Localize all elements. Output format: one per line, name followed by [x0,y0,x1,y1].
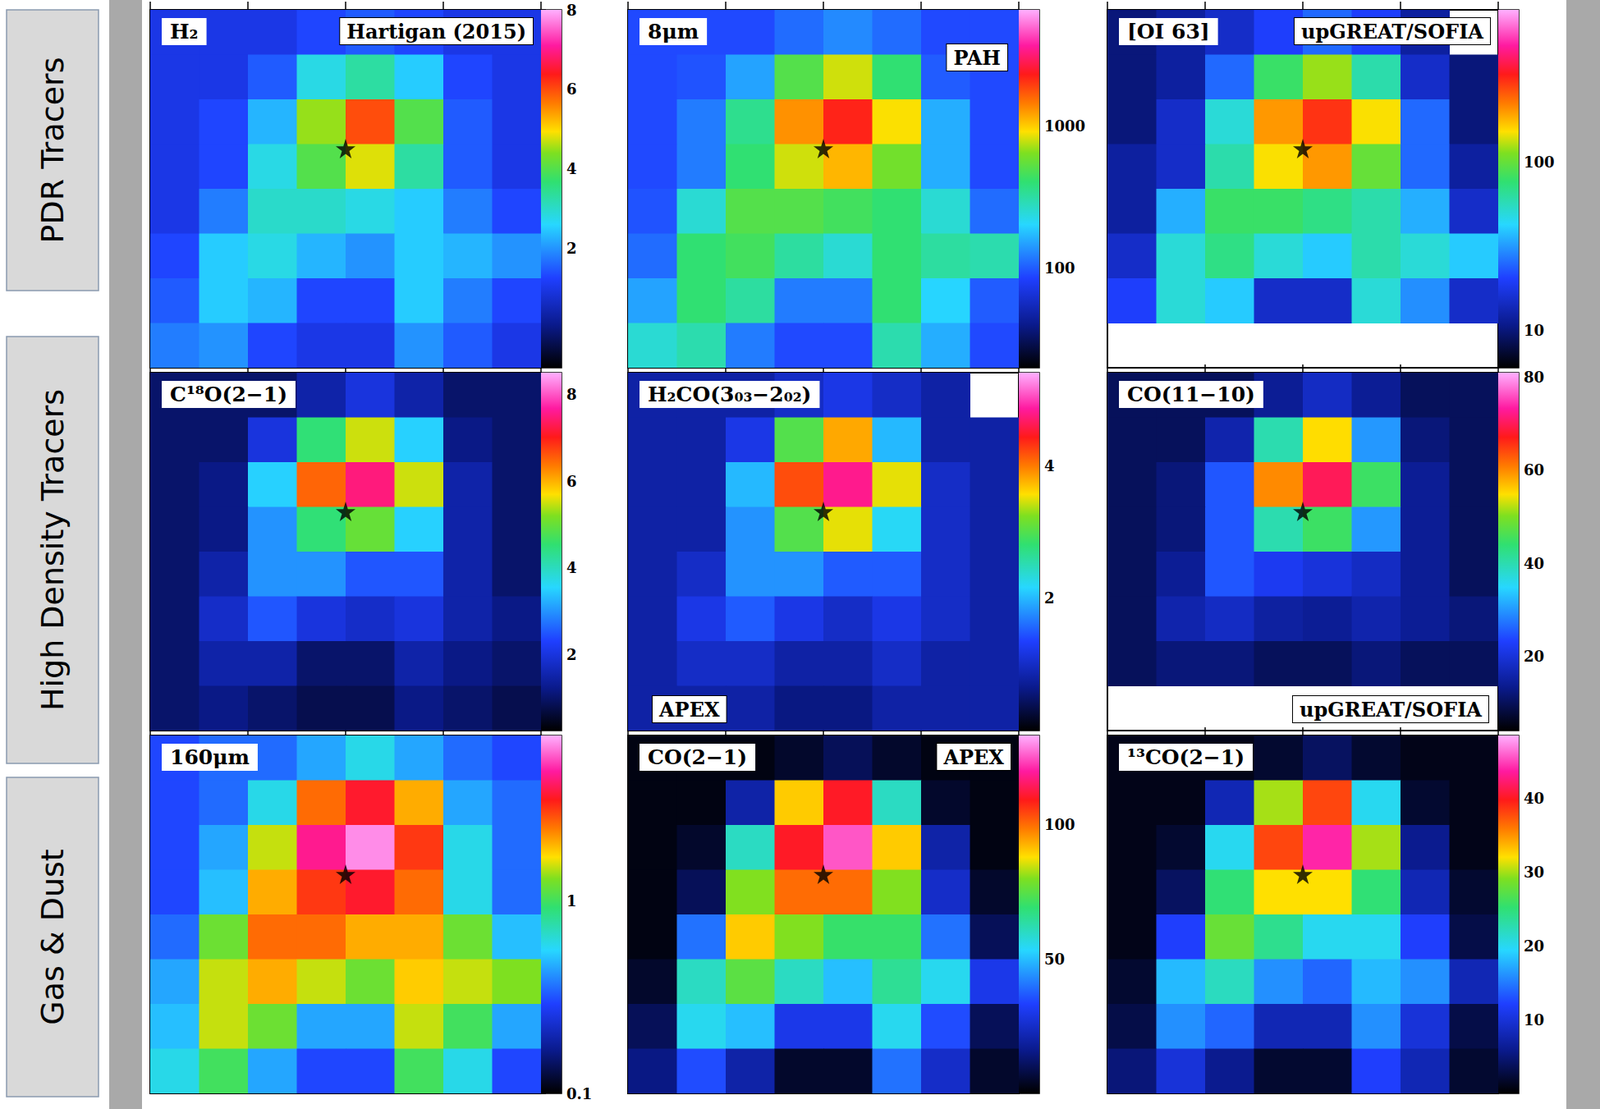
svg-text:C¹⁸O(2−1): C¹⁸O(2−1) [169,382,288,407]
svg-text:80: 80 [1523,368,1545,386]
svg-text:1: 1 [566,892,578,910]
svg-text:PAH: PAH [953,45,1001,70]
svg-text:upGREAT/SOFIA: upGREAT/SOFIA [1301,19,1484,44]
svg-text:¹³CO(2−1): ¹³CO(2−1) [1127,745,1245,770]
svg-text:8μm: 8μm [647,19,699,44]
svg-text:H₂: H₂ [169,19,199,44]
svg-text:2: 2 [1044,589,1055,607]
svg-text:20: 20 [1523,647,1545,665]
svg-text:Hartigan (2015): Hartigan (2015) [346,19,527,44]
svg-text:0.1: 0.1 [566,1085,592,1103]
svg-text:2: 2 [566,646,578,664]
svg-text:30: 30 [1523,863,1545,881]
svg-text:6: 6 [566,80,578,98]
svg-text:4: 4 [566,160,578,178]
svg-text:40: 40 [1523,554,1545,573]
svg-text:CO(11−10): CO(11−10) [1127,382,1256,407]
svg-text:10: 10 [1523,321,1545,340]
svg-text:100: 100 [1044,816,1076,834]
svg-text:60: 60 [1523,461,1545,479]
svg-text:50: 50 [1044,950,1065,968]
svg-text:100: 100 [1044,259,1076,277]
svg-text:100: 100 [1523,153,1555,171]
svg-text:6: 6 [566,472,578,491]
svg-text:160μm: 160μm [169,745,250,770]
svg-text:H₂CO(3₀₃−2₀₂): H₂CO(3₀₃−2₀₂) [647,382,812,407]
svg-text:1000: 1000 [1044,117,1086,135]
svg-text:40: 40 [1523,789,1545,807]
svg-text:10: 10 [1523,1011,1545,1029]
svg-text:2: 2 [566,239,578,257]
svg-text:CO(2−1): CO(2−1) [647,745,748,770]
svg-text:8: 8 [566,1,578,19]
svg-text:4: 4 [566,559,578,577]
svg-text:PDR Tracers: PDR Tracers [34,57,71,244]
svg-text:High Density Tracers: High Density Tracers [34,389,71,711]
svg-text:8: 8 [566,385,578,404]
svg-text:Gas & Dust: Gas & Dust [34,848,71,1025]
svg-text:[OI 63]: [OI 63] [1127,19,1211,44]
svg-text:upGREAT/SOFIA: upGREAT/SOFIA [1299,697,1482,722]
svg-text:APEX: APEX [658,697,720,722]
svg-text:20: 20 [1523,937,1545,955]
svg-text:APEX: APEX [942,745,1005,770]
svg-text:4: 4 [1044,457,1055,475]
